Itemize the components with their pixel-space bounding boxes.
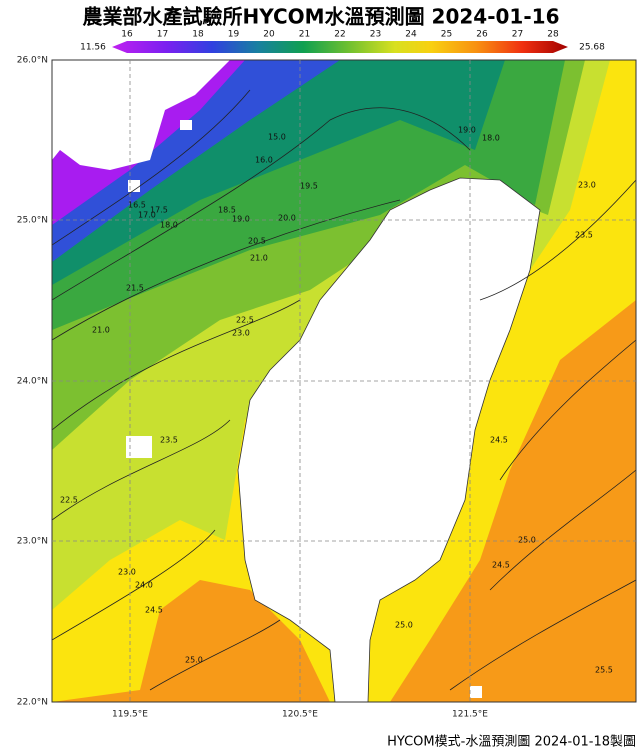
colorbar-tick-label: 28 (547, 30, 559, 40)
sst-field (52, 60, 636, 702)
contour-label: 17.0 (138, 211, 156, 220)
colorbar-tick-label: 16 (121, 30, 133, 40)
colorbar-tick-label: 19 (228, 30, 240, 40)
lat-label: 23.0°N (17, 537, 48, 547)
graticule (52, 60, 636, 702)
colorbar-tick-label: 18 (192, 30, 204, 40)
contour-label: 25.0 (518, 536, 536, 545)
contour-label: 16.0 (255, 156, 273, 165)
contour-label: 25.0 (185, 656, 203, 665)
contour-label: 22.5 (60, 496, 78, 505)
contour-label: 24.5 (145, 606, 163, 615)
lat-label: 22.0°N (17, 698, 48, 708)
colorbar-max: 25.68 (579, 43, 605, 53)
lon-label: 121.5°E (452, 710, 488, 720)
colorbar-tick-label: 17 (157, 30, 168, 40)
contour-label: 23.5 (160, 436, 178, 445)
contour-label: 22.5 (236, 316, 254, 325)
colorbar-bar (112, 41, 568, 53)
colorbar-tick-label: 20 (263, 30, 275, 40)
contour-label: 21.5 (126, 284, 144, 293)
contour-label: 21.0 (92, 326, 110, 335)
contour-label: 25.0 (395, 621, 413, 630)
contour-label: 24.0 (135, 581, 153, 590)
contour-label: 20.5 (248, 237, 266, 246)
colorbar-tick-label: 23 (370, 30, 381, 40)
lon-label: 120.5°E (282, 710, 318, 720)
contour-label: 15.0 (268, 133, 286, 142)
lat-label: 25.0°N (17, 216, 48, 226)
footer: HYCOM模式-水溫預測圖 2024-01-18製圖 (387, 735, 636, 750)
colorbar-tick-label: 26 (476, 30, 488, 40)
colorbar-tick-label: 22 (334, 30, 345, 40)
contour-label: 24.5 (490, 436, 508, 445)
contour-label: 18.5 (218, 206, 236, 215)
contour-label: 23.5 (575, 231, 593, 240)
colorbar-tick-label: 21 (299, 30, 310, 40)
colorbar-min: 11.56 (80, 43, 106, 53)
contour-label: 21.0 (250, 254, 268, 263)
colorbar: 11.56 25.68 16 17 18 19 20 21 22 23 24 25 26 27 28 (80, 30, 605, 53)
title: 農業部水產試驗所HYCOM水溫預測圖 2024-01-16 (83, 5, 560, 29)
contour-labels: 15.0 16.0 16.5 17.0 17.5 18.0 18.5 19.0 … (60, 126, 613, 675)
contour-label: 19.0 (232, 215, 250, 224)
contour-label: 23.0 (232, 329, 250, 338)
contour-label: 16.5 (128, 201, 146, 210)
contour-label: 19.0 (458, 126, 476, 135)
colorbar-tick-label: 27 (512, 30, 523, 40)
contour-label: 19.5 (300, 182, 318, 191)
contour-label: 18.0 (160, 221, 178, 230)
contour-label: 23.0 (578, 181, 596, 190)
lat-label: 24.0°N (17, 377, 48, 387)
contour-label: 23.0 (118, 568, 136, 577)
contour-label: 17.5 (150, 206, 168, 215)
contour-label: 18.0 (482, 134, 500, 143)
contour-label: 24.5 (492, 561, 510, 570)
contour-label: 20.0 (278, 214, 296, 223)
contour-label: 25.5 (595, 666, 613, 675)
colorbar-tick-label: 24 (405, 30, 417, 40)
lon-label: 119.5°E (112, 710, 148, 720)
lat-label: 26.0°N (17, 56, 48, 66)
colorbar-tick-label: 25 (441, 30, 452, 40)
